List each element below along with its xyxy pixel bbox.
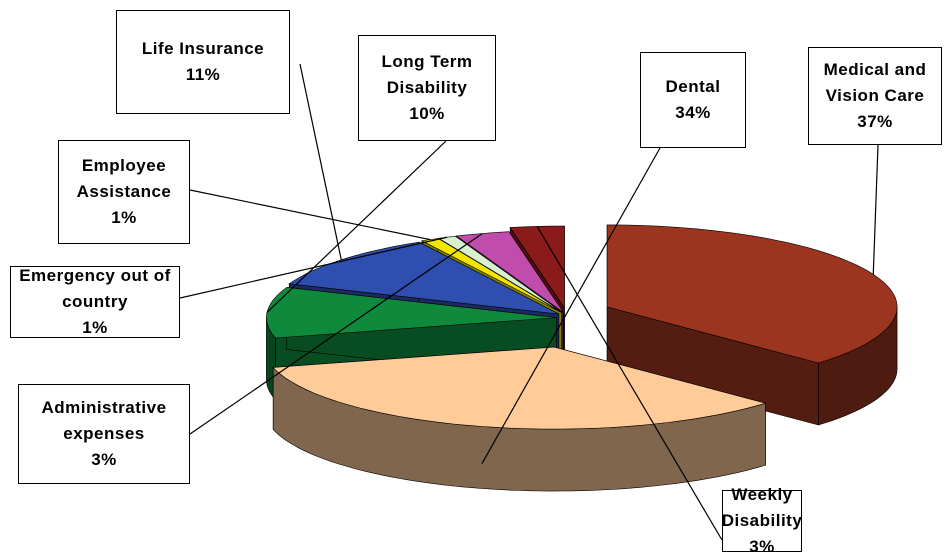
leader-line: [189, 189, 431, 241]
data-label: Medical and Vision Care 37%: [808, 47, 942, 145]
label-name: Employee Assistance: [76, 156, 172, 201]
label-value: 1%: [111, 208, 137, 227]
data-label: Dental 34%: [640, 52, 746, 148]
label-name: Emergency out of country: [19, 266, 171, 311]
label-name: Life Insurance: [141, 39, 265, 58]
label-name: Weekly Disability: [721, 485, 803, 530]
label-name: Administrative expenses: [41, 398, 167, 443]
label-value: 11%: [185, 65, 221, 84]
label-name: Long Term Disability: [381, 52, 473, 97]
label-value: 37%: [857, 112, 893, 131]
label-value: 34%: [675, 103, 711, 122]
data-label: Life Insurance 11%: [116, 10, 290, 114]
leader-line: [189, 232, 483, 435]
label-name: Dental: [665, 77, 721, 96]
leader-line: [481, 147, 661, 464]
data-label: Employee Assistance 1%: [58, 140, 190, 244]
data-label: Long Term Disability 10%: [358, 35, 496, 141]
pie-slice: [509, 225, 565, 310]
data-label: Weekly Disability 3%: [722, 485, 802, 556]
label-value: 3%: [749, 537, 775, 556]
leader-line: [299, 63, 342, 260]
leader-line: [266, 140, 447, 313]
leader-line: [536, 226, 723, 541]
pie-slice: [420, 238, 562, 313]
label-value: 1%: [82, 318, 108, 337]
label-name: Medical and Vision Care: [823, 60, 927, 105]
pie-slice: [272, 346, 767, 430]
data-label: Administrative expenses 3%: [18, 384, 190, 484]
label-value: 10%: [409, 104, 445, 123]
pie-slice: [266, 287, 557, 339]
label-value: 3%: [91, 450, 117, 469]
data-label: Emergency out of country 1%: [10, 266, 180, 338]
pie-slice: [288, 241, 559, 315]
leader-line: [179, 236, 448, 299]
leader-line: [872, 144, 879, 275]
